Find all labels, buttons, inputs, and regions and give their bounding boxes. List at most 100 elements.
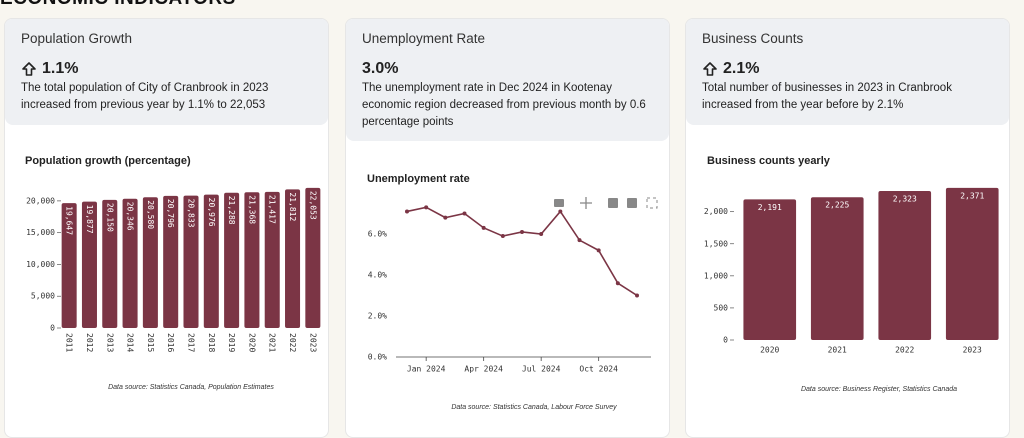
x-tick-label: 2022 [288, 333, 297, 352]
y-tick-label: 1,500 [704, 239, 728, 248]
bar [285, 189, 301, 328]
reset-icon[interactable] [646, 197, 658, 209]
x-tick-label: 2011 [65, 333, 74, 352]
point [596, 248, 601, 253]
y-tick-label: 10,000 [26, 260, 55, 269]
chart-title: Unemployment rate [367, 173, 470, 185]
bar [81, 201, 97, 328]
x-tick-label: 2012 [85, 333, 94, 352]
card-description: The total population of City of Cranbroo… [21, 82, 269, 111]
camera-icon[interactable] [554, 199, 564, 207]
y-tick-label: 5,000 [31, 292, 55, 301]
data-source: Data source: Statistics Canada, Labour F… [451, 404, 617, 411]
stat-value: 3.0% [362, 60, 399, 77]
zoom-out-icon[interactable] [627, 198, 637, 208]
x-tick-label: Oct 2024 [579, 365, 618, 374]
up-arrow-icon [22, 62, 36, 76]
point [615, 281, 620, 286]
pan-icon[interactable] [580, 197, 592, 209]
zoom-in-icon[interactable] [608, 198, 618, 208]
up-arrow-icon [703, 62, 717, 76]
value-label: 19,647 [65, 206, 74, 235]
y-tick-label: 4.0% [368, 271, 387, 280]
bar [183, 195, 199, 328]
stat-value: 1.1% [42, 60, 79, 77]
point [500, 234, 505, 239]
point [635, 293, 639, 298]
card-header: Population Growth 1.1% The total populat… [5, 19, 328, 125]
value-label: 20,833 [187, 199, 196, 228]
card: Population Growth 1.1% The total populat… [4, 18, 329, 438]
point [577, 238, 582, 243]
chart: Unemployment rate 0.0% 2.0% 4.0% 6.0% Jan 202… [367, 173, 658, 411]
chart: Business counts yearly 2,191 2020 2,225 2021… [704, 155, 999, 393]
chart-title: Business counts yearly [707, 155, 831, 167]
y-tick-label: 0.0% [368, 353, 387, 362]
chart-toolbar [554, 197, 658, 209]
value-label: 20,150 [105, 203, 114, 232]
stat: 1.1% [21, 60, 312, 78]
bar [878, 190, 932, 340]
stat-value: 2.1% [723, 60, 760, 77]
value-label: 21,417 [268, 195, 277, 224]
point [424, 205, 429, 210]
data-source: Data source: Statistics Canada, Populati… [108, 384, 274, 391]
x-tick-label: 2021 [828, 346, 847, 355]
card-header: Business Counts 2.1% Total number of bus… [686, 19, 1009, 125]
card-title: Population Growth [21, 31, 133, 46]
y-tick-label: 15,000 [26, 228, 55, 237]
value-label: 21,368 [247, 195, 256, 224]
x-tick-label: Jul 2024 [522, 365, 561, 374]
x-tick-label: 2019 [227, 333, 236, 352]
bar [244, 192, 260, 328]
x-tick-label: 2020 [247, 333, 256, 352]
point [539, 232, 544, 236]
x-tick-label: 2016 [166, 333, 175, 352]
x-tick-label: 2014 [126, 333, 135, 352]
value-label: 21,812 [288, 192, 297, 221]
bar [743, 199, 797, 340]
stat: 2.1% [702, 60, 993, 78]
bar [945, 187, 999, 340]
value-label: 2,225 [825, 201, 849, 210]
value-label: 20,976 [207, 198, 216, 227]
value-label: 20,796 [166, 199, 175, 228]
point [481, 225, 486, 230]
card: Business Counts 2.1% Total number of bus… [685, 18, 1010, 438]
bar [305, 187, 321, 328]
point [520, 229, 524, 234]
x-tick-label: Jan 2024 [407, 365, 446, 374]
x-tick-label: 2023 [308, 333, 317, 352]
x-tick-label: 2013 [105, 333, 114, 352]
point [443, 215, 448, 220]
value-label: 22,053 [308, 191, 317, 220]
x-tick-label: 2021 [268, 333, 277, 352]
chart: Population growth (percentage) 19,647 2011… [25, 155, 321, 391]
y-tick-label: 1,000 [704, 271, 728, 280]
data-source: Data source: Business Register, Statisti… [801, 386, 957, 393]
card-header: Unemployment Rate 3.0% The unemployment … [346, 19, 669, 141]
bar [264, 191, 280, 328]
value-label: 2,371 [960, 191, 984, 200]
bar [810, 197, 864, 340]
y-tick-label: 6.0% [368, 230, 387, 239]
page-title: ECONOMIC INDICATORS [0, 0, 236, 10]
x-tick-label: Apr 2024 [464, 365, 503, 374]
chart-title: Population growth (percentage) [25, 155, 191, 167]
line [406, 206, 638, 297]
x-tick-label: 2023 [963, 346, 982, 355]
point [462, 211, 467, 216]
card: Unemployment Rate 3.0% The unemployment … [345, 18, 670, 438]
y-tick-label: 0 [50, 324, 55, 333]
x-tick-label: 2017 [187, 333, 196, 352]
x-tick-label: 2018 [207, 333, 216, 352]
x-tick-label: 2015 [146, 333, 155, 352]
value-label: 19,877 [85, 205, 94, 234]
value-label: 21,288 [227, 196, 236, 225]
value-label: 20,580 [146, 200, 155, 229]
bar [163, 195, 179, 328]
bar [142, 197, 158, 328]
y-tick-label: 0 [723, 336, 728, 345]
bar [224, 192, 240, 328]
